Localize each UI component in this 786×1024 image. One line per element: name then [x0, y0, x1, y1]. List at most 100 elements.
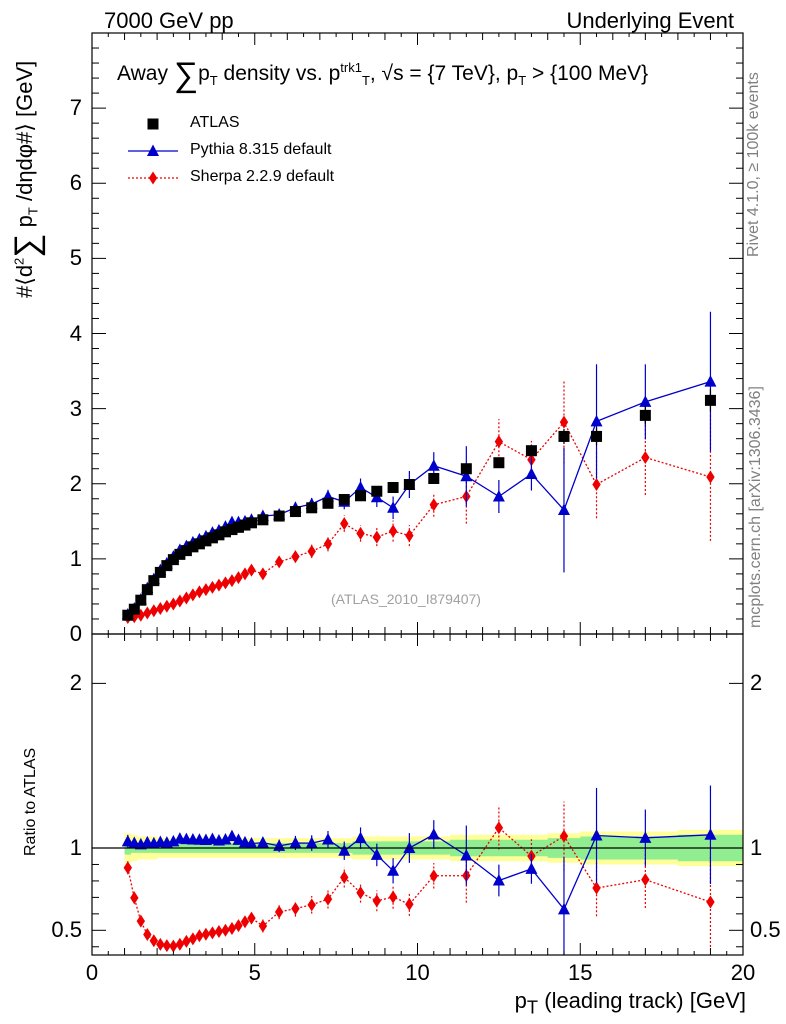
sherpa-main-point: [188, 588, 198, 602]
sherpa-ratio-point: [388, 890, 398, 904]
atlas-main-point: [122, 609, 134, 621]
pythia-ratio-point: [704, 828, 717, 840]
sherpa-ratio-point: [123, 861, 133, 875]
x-tick-label: 20: [730, 960, 756, 985]
atlas-main-point: [148, 575, 160, 587]
y-tick-label-main: 7: [69, 95, 82, 121]
pythia-ratio-point: [219, 833, 232, 845]
sherpa-main-point: [340, 517, 349, 531]
sherpa-main-point: [494, 435, 504, 449]
sherpa-main-point: [706, 470, 715, 484]
main-panel-series: [121, 311, 717, 624]
pythia-ratio-point: [590, 828, 603, 841]
sherpa-ratio-point: [240, 915, 250, 929]
sherpa-main-point: [214, 578, 224, 592]
atlas-main-point: [257, 514, 269, 526]
legend-marker-pythia: [147, 144, 159, 156]
sherpa-ratio-point: [156, 937, 165, 951]
sherpa-ratio-point: [136, 914, 146, 928]
atlas-main-point: [639, 409, 651, 421]
pythia-main-point: [704, 375, 717, 387]
y-tick-label-main: 2: [69, 470, 82, 496]
sherpa-ratio-point: [221, 923, 230, 937]
atlas-main-point: [141, 584, 153, 596]
atlas-main-point: [306, 502, 318, 514]
y-tick-label-main: 6: [69, 170, 82, 196]
y-axis-label-main: #⟨d2∑ pT /dηdφ#⟩ [GeV]: [8, 60, 46, 298]
sherpa-ratio-point: [175, 937, 185, 951]
sherpa-main-point: [291, 550, 300, 564]
pythia-ratio-point: [370, 848, 383, 860]
atlas-main-point: [213, 529, 225, 541]
atlas-main-point: [355, 490, 367, 502]
sherpa-main-point: [162, 599, 172, 613]
sherpa-ratio-point: [706, 895, 715, 909]
sherpa-main-point: [201, 583, 211, 597]
atlas-main-point: [154, 566, 166, 578]
sherpa-ratio-point: [372, 894, 382, 908]
sherpa-ratio-point: [214, 925, 224, 939]
atlas-main-point: [135, 594, 147, 606]
sherpa-ratio-point: [429, 869, 438, 883]
sherpa-main-point: [130, 610, 139, 624]
x-axis-title: pT (leading track) [GeV]: [514, 988, 746, 1018]
y-tick-label-ratio: 1: [69, 835, 82, 860]
atlas-main-point: [493, 457, 505, 469]
pythia-main-point: [639, 395, 652, 407]
sherpa-main-point: [559, 415, 569, 429]
y-tick-label-main: 5: [69, 245, 82, 271]
sherpa-ratio-point: [227, 922, 237, 936]
sherpa-main-point: [175, 594, 185, 608]
analysis-id-watermark: (ATLAS_2010_I879407): [331, 591, 481, 607]
sherpa-ratio-point: [559, 829, 569, 843]
sherpa-ratio-point: [195, 929, 204, 943]
sherpa-ratio-point: [258, 919, 268, 933]
atlas-main-point: [239, 519, 251, 531]
sherpa-ratio-point: [641, 873, 650, 887]
x-tick-label: 0: [85, 960, 99, 985]
sherpa-main-point: [388, 524, 398, 538]
pythia-ratio-point: [256, 836, 269, 848]
sherpa-main-point: [641, 450, 650, 464]
pythia-ratio-point: [354, 831, 367, 844]
sherpa-main-point: [182, 591, 191, 605]
atlas-main-point: [371, 485, 383, 497]
sherpa-ratio-point: [323, 892, 333, 906]
sherpa-ratio-point: [340, 870, 349, 884]
y-axis-label-ratio: Ratio to ATLAS: [22, 747, 39, 856]
sherpa-main-point: [195, 585, 204, 599]
mcplots-label: mcplots.cern.ch [arXiv:1306.3436]: [747, 386, 764, 628]
pythia-ratio-point: [225, 829, 238, 842]
atlas-main-point: [167, 554, 179, 566]
legend-label-sherpa: Sherpa 2.2.9 default: [190, 168, 335, 185]
sherpa-ratio-point: [405, 897, 414, 911]
sherpa-ratio-point: [247, 911, 256, 925]
pythia-ratio-point: [492, 873, 505, 886]
atlas-main-point: [174, 548, 186, 560]
atlas-main-point: [193, 538, 205, 550]
y-tick-label-ratio-right: 2: [750, 670, 763, 696]
legend-label-atlas: ATLAS: [190, 114, 240, 131]
sherpa-main-point: [240, 567, 250, 581]
sherpa-main-point: [149, 604, 159, 618]
pythia-main-point: [387, 501, 400, 513]
atlas-main-point: [128, 603, 140, 615]
pythia-ratio-point: [338, 844, 351, 856]
pythia-ratio-point: [403, 841, 416, 853]
y-tick-label-main: 1: [69, 545, 82, 571]
atlas-main-point: [525, 445, 537, 457]
sherpa-ratio-point: [291, 902, 300, 916]
atlas-main-point: [338, 494, 350, 506]
legend-marker-atlas: [147, 118, 159, 130]
atlas-main-point: [226, 524, 238, 536]
pythia-ratio-point: [525, 862, 538, 874]
atlas-main-point: [245, 517, 257, 529]
pythia-ratio-point: [289, 836, 302, 848]
sherpa-ratio-point: [130, 891, 139, 905]
sherpa-ratio-point: [592, 881, 601, 895]
atlas-main-point: [403, 479, 415, 491]
sherpa-ratio-point: [169, 939, 178, 953]
atlas-main-point: [322, 497, 334, 509]
atlas-main-point: [704, 394, 716, 406]
atlas-main-point: [289, 506, 301, 518]
